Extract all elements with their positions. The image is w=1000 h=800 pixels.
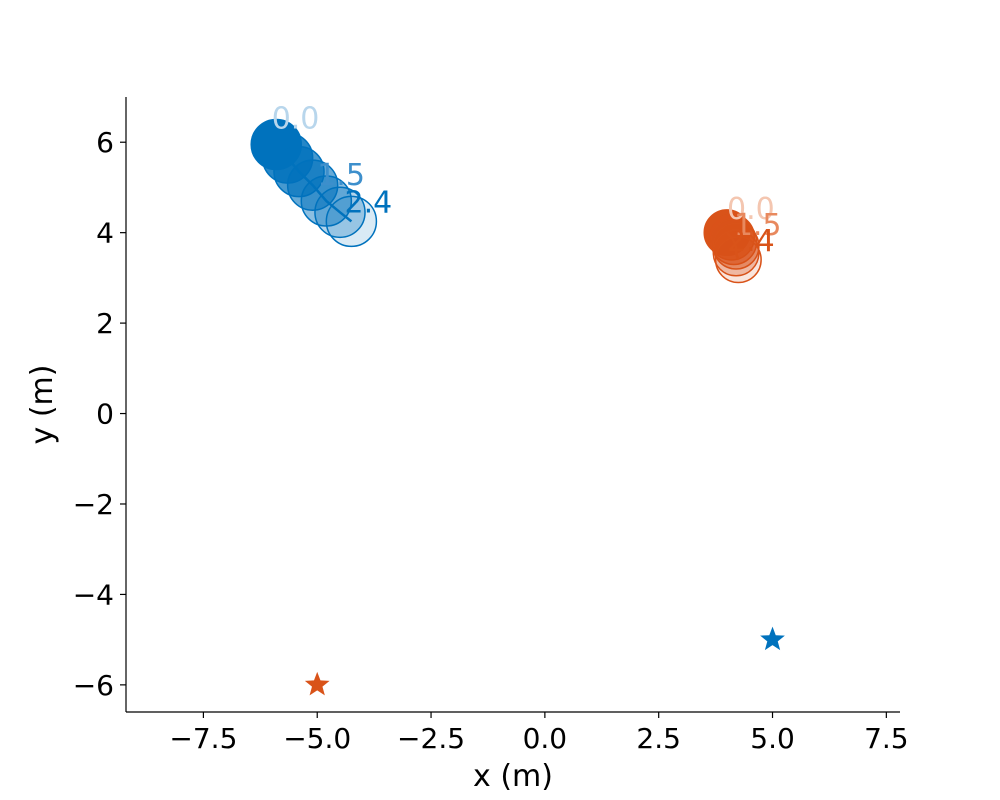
goal-star-marker [760, 626, 785, 651]
time-label: 1.5 [734, 208, 782, 243]
time-labels: 0.01.52.4 0.01.52.4 [272, 102, 782, 259]
y-tick-label: −2 [73, 488, 114, 521]
agent-trajectory [304, 209, 762, 696]
x-axis-title: x (m) [473, 759, 553, 794]
time-label: 2.4 [727, 224, 775, 259]
y-tick-label: −4 [73, 578, 114, 611]
time-label: 0.0 [727, 192, 775, 227]
time-label: 1.5 [317, 158, 365, 193]
x-tick-label: −5.0 [283, 722, 351, 755]
x-tick-label: −7.5 [169, 722, 237, 755]
agent-path-line [275, 143, 353, 223]
x-tick-label: 0.0 [523, 722, 568, 755]
y-tick-label: 6 [96, 126, 114, 159]
time-label: 0.0 [272, 102, 320, 137]
x-tick-label: −2.5 [397, 722, 465, 755]
agent-trajectory [250, 118, 785, 651]
y-tick-label: 4 [96, 217, 114, 250]
x-tick-label: 2.5 [636, 722, 681, 755]
y-tick-label: 0 [96, 398, 114, 431]
y-tick-label: 2 [96, 307, 114, 340]
x-tick-label: 7.5 [864, 722, 909, 755]
axes: −7.5 −5.0 −2.5 0.0 2.5 5.0 7.5 −6 −4 −2 0 2 4 6 [73, 97, 909, 755]
y-axis-title: y (m) [25, 365, 60, 445]
x-tick-label: 5.0 [750, 722, 795, 755]
time-label: 2.4 [345, 185, 393, 220]
trajectories [250, 118, 785, 696]
agent-path-line [726, 231, 740, 261]
y-tick-label: −6 [73, 669, 114, 702]
goal-star-marker [304, 671, 330, 696]
